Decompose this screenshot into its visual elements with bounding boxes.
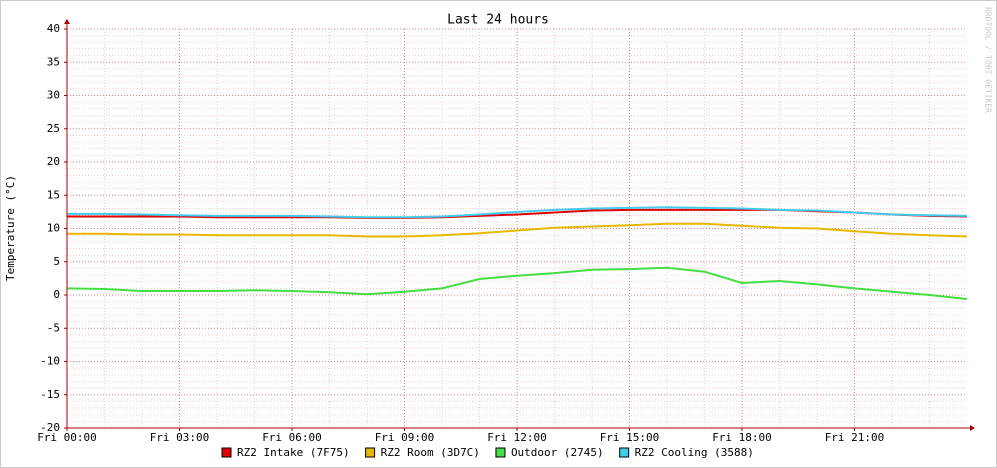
legend-swatch — [619, 447, 630, 458]
x-arrow — [970, 425, 975, 431]
legend-label: Outdoor (2745) — [511, 446, 604, 459]
watermark: RRDTOOL / TOBI OETIKER — [984, 7, 993, 113]
legend-label: RZ2 Intake (7F75) — [237, 446, 350, 459]
legend-label: RZ2 Cooling (3588) — [635, 446, 754, 459]
y-tick-label: 20 — [47, 155, 60, 168]
y-tick-label: 15 — [47, 188, 60, 201]
x-tick-label: Fri 09:00 — [375, 431, 435, 444]
x-tick-label: Fri 18:00 — [712, 431, 772, 444]
y-tick-label: -5 — [47, 321, 60, 334]
legend-swatch — [221, 447, 232, 458]
x-tick-label: Fri 03:00 — [150, 431, 210, 444]
series-line — [67, 206, 968, 219]
y-tick-label: 0 — [53, 288, 60, 301]
chart-title: Last 24 hours — [447, 13, 549, 28]
y-arrow — [64, 19, 70, 24]
y-tick-label: 30 — [47, 89, 60, 102]
series-line — [66, 266, 968, 300]
y-tick-label: -15 — [40, 388, 60, 401]
legend-label: RZ2 Room (3D7C) — [381, 446, 480, 459]
y-tick-label: -10 — [40, 355, 60, 368]
lines — [66, 206, 968, 300]
legend: RZ2 Intake (7F75) RZ2 Room (3D7C) Outdoor … — [221, 446, 754, 459]
x-tick-label: Fri 06:00 — [262, 431, 322, 444]
y-tick-label: 40 — [47, 22, 60, 35]
x-tick-label: Fri 15:00 — [600, 431, 660, 444]
x-tick-label: Fri 00:00 — [37, 431, 97, 444]
y-tick-label: 35 — [47, 55, 60, 68]
y-axis-label: Temperature (°C) — [4, 175, 17, 281]
y-tick-label: 10 — [47, 222, 60, 235]
series-line — [67, 222, 968, 238]
legend-swatch — [365, 447, 376, 458]
y-tick-label: 5 — [53, 255, 60, 268]
x-tick-label: Fri 21:00 — [825, 431, 885, 444]
legend-swatch — [495, 447, 506, 458]
x-tick-label: Fri 12:00 — [487, 431, 547, 444]
axes — [64, 19, 975, 431]
y-tick-label: -20 — [40, 421, 60, 434]
y-tick-label: 25 — [47, 122, 60, 135]
